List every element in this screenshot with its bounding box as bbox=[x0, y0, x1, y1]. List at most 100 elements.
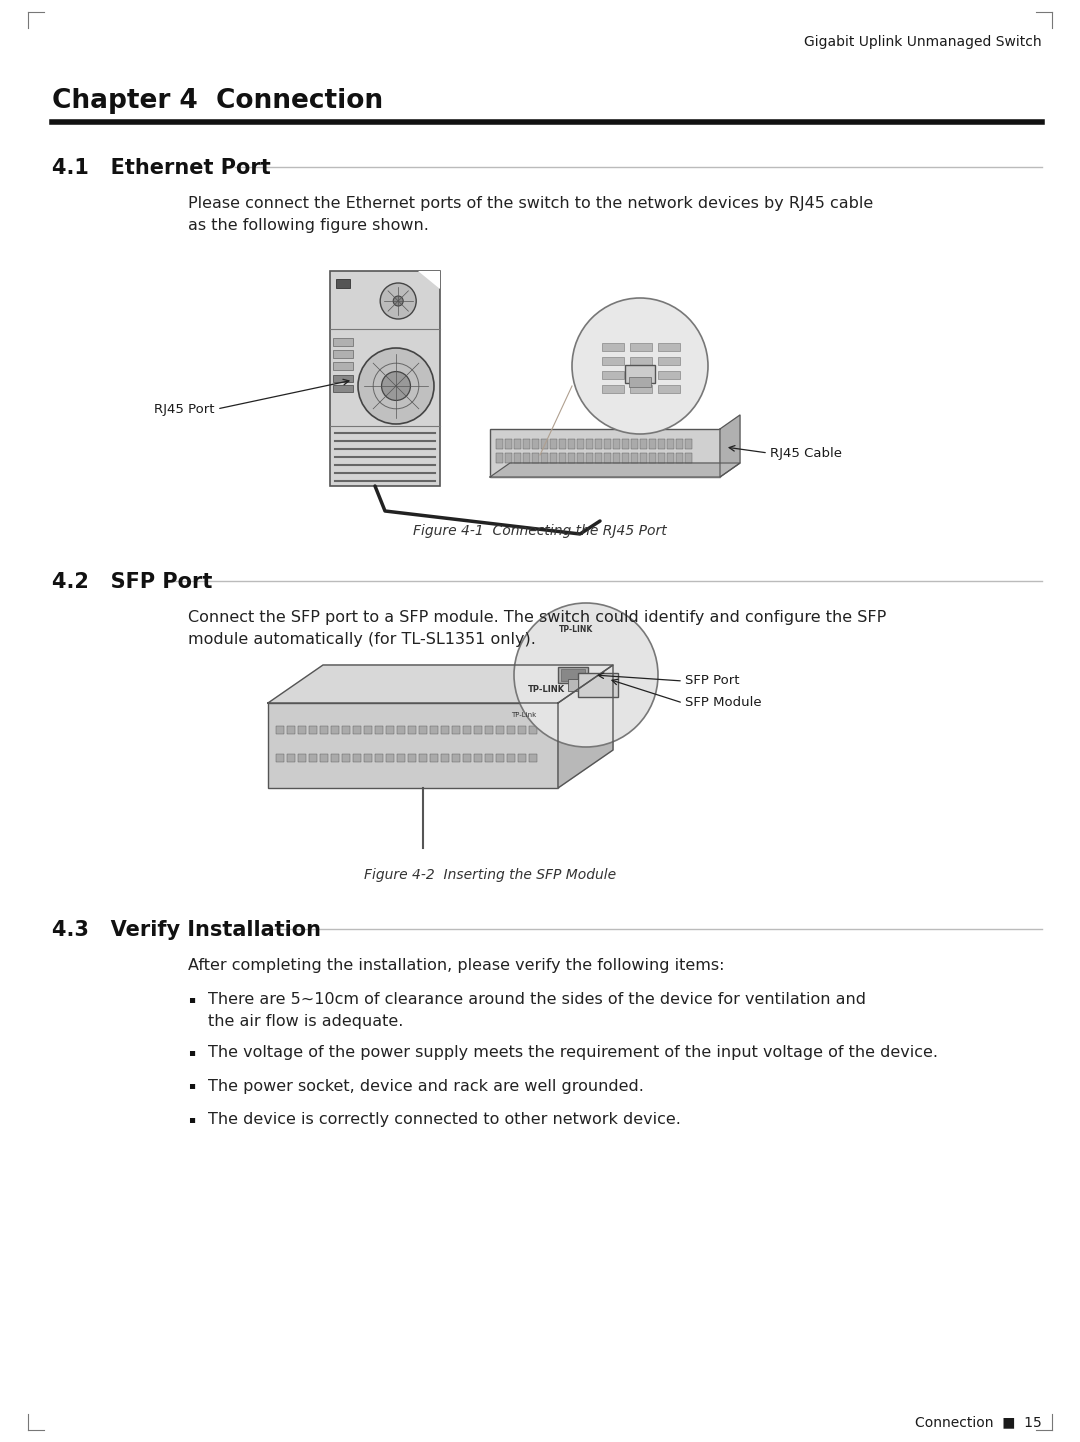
Bar bbox=[287, 754, 295, 761]
Bar bbox=[577, 453, 584, 463]
Text: There are 5~10cm of clearance around the sides of the device for ventilation and: There are 5~10cm of clearance around the… bbox=[208, 992, 866, 1028]
Bar bbox=[568, 679, 578, 691]
Bar bbox=[505, 453, 512, 463]
Bar bbox=[333, 350, 353, 358]
Bar bbox=[640, 453, 647, 463]
Text: Figure 4-1  Connecting the RJ45 Port: Figure 4-1 Connecting the RJ45 Port bbox=[414, 523, 666, 538]
Bar bbox=[532, 438, 539, 448]
Bar bbox=[419, 725, 427, 734]
Bar bbox=[496, 725, 504, 734]
Text: ▪: ▪ bbox=[188, 994, 195, 1004]
Bar bbox=[667, 438, 674, 448]
Text: The device is correctly connected to other network device.: The device is correctly connected to oth… bbox=[208, 1112, 680, 1128]
Bar bbox=[625, 365, 654, 384]
Bar bbox=[430, 754, 438, 761]
Bar bbox=[507, 725, 515, 734]
Polygon shape bbox=[720, 415, 740, 477]
Bar bbox=[577, 438, 584, 448]
Bar bbox=[541, 453, 548, 463]
Bar bbox=[453, 754, 460, 761]
Text: ▪: ▪ bbox=[188, 1115, 195, 1123]
Bar bbox=[397, 725, 405, 734]
Text: RJ45 Cable: RJ45 Cable bbox=[770, 447, 842, 460]
Bar bbox=[276, 754, 284, 761]
Bar bbox=[685, 438, 692, 448]
Bar bbox=[496, 754, 504, 761]
FancyBboxPatch shape bbox=[330, 271, 440, 486]
Bar bbox=[463, 725, 471, 734]
Bar bbox=[676, 438, 683, 448]
Bar bbox=[604, 453, 611, 463]
Bar bbox=[364, 725, 372, 734]
Bar bbox=[419, 754, 427, 761]
Text: TP-Link: TP-Link bbox=[511, 712, 536, 718]
Polygon shape bbox=[558, 665, 613, 787]
Bar bbox=[320, 754, 328, 761]
Bar bbox=[514, 438, 521, 448]
Text: ▪: ▪ bbox=[188, 1080, 195, 1090]
Text: Connect the SFP port to a SFP module. The switch could identify and configure th: Connect the SFP port to a SFP module. Th… bbox=[188, 610, 887, 646]
Bar bbox=[602, 343, 624, 350]
Bar bbox=[333, 337, 353, 346]
Bar bbox=[631, 438, 638, 448]
Bar bbox=[276, 725, 284, 734]
Bar bbox=[496, 453, 503, 463]
Bar bbox=[287, 725, 295, 734]
Bar bbox=[430, 725, 438, 734]
Bar bbox=[496, 438, 503, 448]
Bar bbox=[630, 385, 652, 394]
Bar bbox=[676, 453, 683, 463]
Bar bbox=[364, 754, 372, 761]
Bar bbox=[518, 725, 526, 734]
Bar bbox=[463, 754, 471, 761]
Text: SFP Module: SFP Module bbox=[685, 696, 761, 709]
Bar bbox=[658, 438, 665, 448]
Bar bbox=[559, 438, 566, 448]
Bar bbox=[353, 754, 361, 761]
Text: TP-LINK: TP-LINK bbox=[528, 685, 565, 694]
Bar bbox=[408, 725, 416, 734]
Bar bbox=[602, 385, 624, 394]
Circle shape bbox=[514, 603, 658, 747]
Text: RJ45 Port: RJ45 Port bbox=[154, 402, 215, 415]
Bar bbox=[595, 453, 602, 463]
Bar bbox=[602, 358, 624, 365]
Circle shape bbox=[381, 372, 410, 401]
Bar bbox=[586, 438, 593, 448]
Bar bbox=[523, 438, 530, 448]
Bar bbox=[309, 754, 318, 761]
Bar bbox=[514, 453, 521, 463]
Bar bbox=[529, 725, 537, 734]
Bar bbox=[342, 725, 350, 734]
Bar bbox=[568, 453, 575, 463]
Text: Chapter 4  Connection: Chapter 4 Connection bbox=[52, 88, 383, 114]
Bar bbox=[586, 453, 593, 463]
Bar bbox=[667, 453, 674, 463]
Bar bbox=[353, 725, 361, 734]
Bar bbox=[474, 754, 482, 761]
Text: TP-LINK: TP-LINK bbox=[558, 624, 593, 634]
Bar bbox=[658, 358, 680, 365]
Bar bbox=[631, 453, 638, 463]
Bar bbox=[604, 438, 611, 448]
Text: 4.3   Verify Installation: 4.3 Verify Installation bbox=[52, 920, 321, 940]
Bar bbox=[485, 754, 492, 761]
Bar bbox=[474, 725, 482, 734]
Bar bbox=[330, 725, 339, 734]
Bar bbox=[559, 453, 566, 463]
Bar bbox=[550, 438, 557, 448]
Text: SFP Port: SFP Port bbox=[685, 675, 740, 688]
Bar bbox=[441, 754, 449, 761]
Bar bbox=[529, 754, 537, 761]
Bar bbox=[595, 438, 602, 448]
Bar bbox=[505, 438, 512, 448]
Bar bbox=[578, 673, 618, 696]
Bar bbox=[333, 375, 353, 382]
Text: Please connect the Ethernet ports of the switch to the network devices by RJ45 c: Please connect the Ethernet ports of the… bbox=[188, 196, 874, 232]
Polygon shape bbox=[418, 271, 440, 288]
Bar bbox=[613, 438, 620, 448]
Text: Figure 4-2  Inserting the SFP Module: Figure 4-2 Inserting the SFP Module bbox=[364, 868, 616, 883]
Text: 4.1   Ethernet Port: 4.1 Ethernet Port bbox=[52, 159, 271, 177]
Bar bbox=[408, 754, 416, 761]
Bar bbox=[336, 278, 350, 288]
